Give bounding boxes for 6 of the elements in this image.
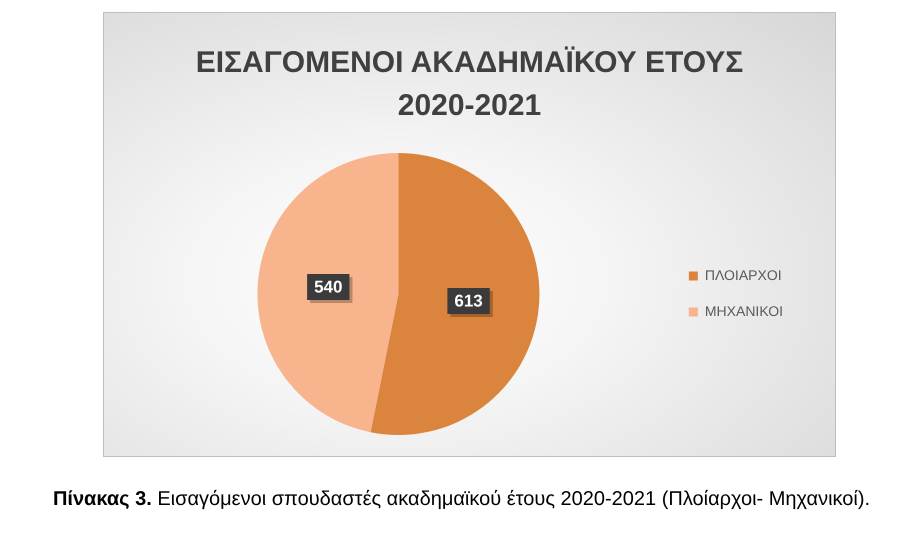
legend-label: ΜΗΧΑΝΙΚΟΙ: [704, 302, 784, 319]
chart-title: ΕΙΣΑΓΟΜΕΝΟΙ ΑΚΑΔΗΜΑΪΚΟΥ ΕΤΟΥΣ 2020-2021: [194, 45, 744, 124]
legend-label: ΠΛΟΙΑΡΧΟΙ: [704, 266, 782, 283]
data-label: 613: [454, 292, 483, 311]
text: Πίνακας 3. Εισαγόμενοι σπουδαστές ακαδημαϊκού έτους 2020-2021 (Πλοίαρχοι- Μηχανικοί).: [52, 488, 870, 510]
data-label: 540: [314, 278, 342, 297]
